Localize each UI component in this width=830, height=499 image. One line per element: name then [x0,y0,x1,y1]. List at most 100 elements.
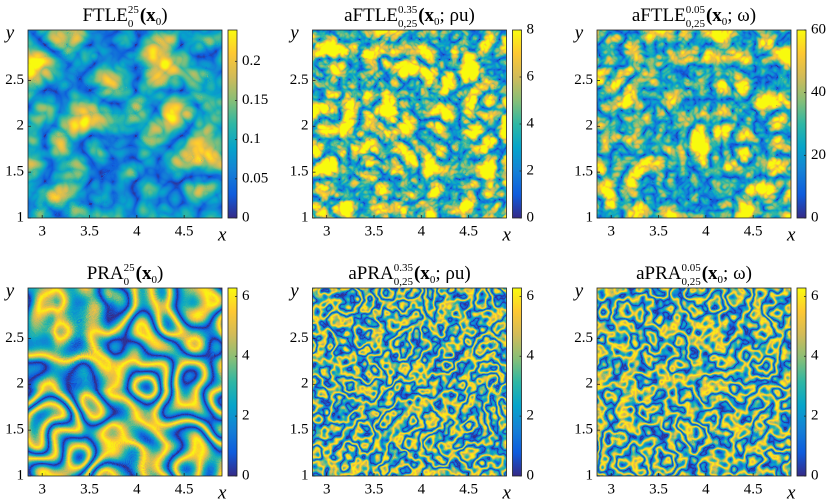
x-tick-label: 3.5 [365,481,384,497]
colorbar-tick-label: 0.1 [242,131,261,147]
colorbar-tick-label: 0.05 [242,170,268,186]
title-arg-sub: 0 [722,16,728,28]
title-sub: 0 [128,18,134,30]
colorbar-tick-label: 6 [527,68,535,84]
heatmap-field [312,288,507,476]
chart-title: FTLE25 0 (x0) [82,4,167,30]
title-arg-sub: 0 [434,16,440,28]
colorbar-tick-label: 0 [242,209,250,225]
x-tick-label: 3 [38,481,46,497]
colorbar [512,287,522,477]
axes-box [312,29,507,219]
y-tick-label: 1 [301,467,309,483]
chart-title: PRA25 0 (x0) [87,262,164,288]
y-axis-label: y [573,280,584,301]
x-tick-label: 4.5 [744,223,763,239]
colorbar-tick-label: 20 [811,147,826,163]
colorbar-tick-label: 60 [811,21,826,37]
y-tick-label: 2 [17,118,25,134]
x-tick-label: 4 [702,481,710,497]
title-arg-sub: 0 [151,274,157,286]
colorbar-tick-label: 40 [811,84,826,100]
y-tick-label: 2.5 [5,72,24,88]
colorbar-tick-label: 2 [527,162,535,178]
title-sup: 0.35 [394,262,414,274]
heatmap-field [597,288,791,476]
title-arg: (x [418,5,434,26]
x-tick-label: 3 [38,223,46,239]
y-tick-label: 1.5 [5,164,24,180]
colorbar-tick-label: 0 [527,209,535,225]
y-tick-label: 2 [301,118,309,134]
title-main: aFTLE [632,5,686,26]
y-axis-label: y [288,22,299,43]
title-arg-sub: 0 [430,274,436,286]
y-tick-label: 2 [301,376,309,392]
title-main: aFTLE [344,5,398,26]
title-tail: ; ω) [727,5,756,26]
x-tick-label: 4.5 [459,481,478,497]
y-tick-label: 1.5 [5,422,24,438]
title-arg: (x [136,263,152,284]
y-tick-label: 1 [17,209,25,225]
colorbar-tick-label: 2 [527,408,535,424]
title-arg: (x [140,5,156,26]
y-tick-label: 1 [586,467,594,483]
title-sup: 0.05 [686,4,706,16]
colorbar-tick-label: 8 [527,21,535,37]
title-arg-sub: 0 [156,16,162,28]
x-axis-label: x [786,482,796,499]
title-arg: (x [414,263,430,284]
panel: 3 3.5 4 4.5 1 1.5 2 2.5 x y 0 0.05 0.1 0.15 0.2 FTLE25 0… [4,4,268,246]
title-sub: 0,25 [398,18,418,30]
title-sub: 0 [124,276,130,288]
y-tick-label: 1.5 [574,422,593,438]
y-axis-label: y [4,280,15,301]
y-tick-label: 1 [17,467,25,483]
x-tick-label: 3.5 [80,223,99,239]
colorbar-tick-label: 0.15 [242,92,268,108]
x-tick-label: 3 [607,481,615,497]
x-tick-label: 4.5 [459,223,478,239]
title-sup: 0.35 [398,4,418,16]
x-tick-label: 4.5 [744,481,763,497]
y-tick-label: 1 [586,209,594,225]
title-tail: ) [157,263,163,284]
colorbar-tick-label: 6 [527,288,535,304]
title-tail: ; ω) [723,263,752,284]
x-tick-label: 3 [607,223,615,239]
colorbar-tick-label: 2 [811,408,819,424]
colorbar [227,29,238,219]
y-axis-label: y [573,22,584,43]
y-tick-label: 2 [586,118,594,134]
colorbar-tick-label: 0 [811,209,819,225]
colorbar-tick-label: 4 [527,348,535,364]
colorbar-tick-label: 0 [811,467,819,483]
axes-box [596,287,792,477]
y-tick-label: 2.5 [5,330,24,346]
chart-title: aPRA0.05 0,25(x0; ω) [636,262,752,288]
colorbar-tick-label: 0 [242,467,250,483]
title-sup: 25 [128,4,140,16]
x-tick-label: 4 [418,223,426,239]
x-tick-label: 4 [418,481,426,497]
x-tick-label: 4 [702,223,710,239]
x-tick-label: 3 [323,223,331,239]
colorbar [796,29,807,219]
x-tick-label: 3.5 [365,223,384,239]
title-tail: ) [161,5,167,26]
x-tick-label: 4 [133,481,141,497]
title-tail: ; ρu) [435,263,470,284]
title-sub: 0,25 [681,276,701,288]
colorbar [796,287,807,477]
chart-title: aFTLE0.05 0,25(x0; ω) [632,4,756,30]
y-tick-label: 1.5 [574,164,593,180]
x-tick-label: 3.5 [80,481,99,497]
axes-box [312,287,507,477]
x-tick-label: 4.5 [175,481,194,497]
y-tick-label: 1.5 [290,422,309,438]
colorbar-tick-label: 4 [811,348,819,364]
